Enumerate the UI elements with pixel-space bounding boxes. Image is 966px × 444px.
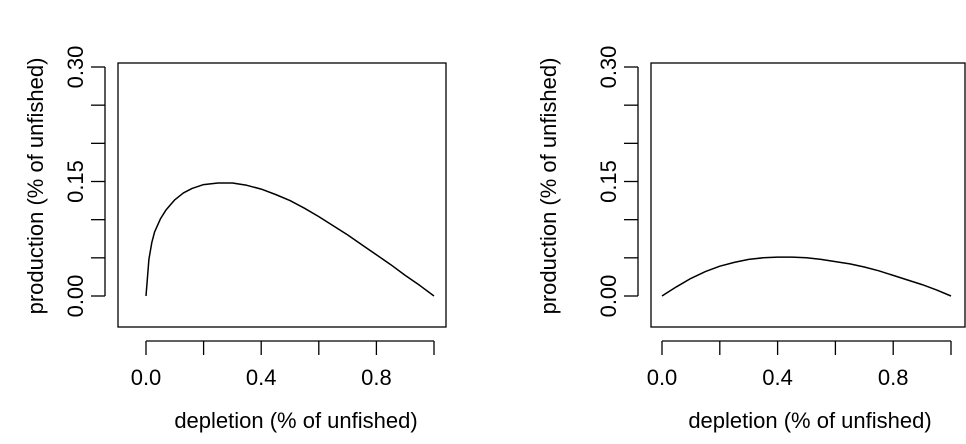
y-tick-label: 0.30 [596, 46, 621, 89]
x-tick-label: 0.0 [647, 365, 678, 390]
x-tick-label: 0.4 [246, 365, 277, 390]
y-tick-label: 0.00 [596, 275, 621, 318]
x-axis-label: depletion (% of unfished) [688, 408, 931, 433]
x-tick-label: 0.8 [878, 365, 909, 390]
y-tick-label: 0.15 [596, 160, 621, 203]
x-tick-label: 0.4 [762, 365, 793, 390]
y-tick-label: 0.30 [63, 46, 88, 89]
x-axis-label: depletion (% of unfished) [174, 408, 417, 433]
plot-frame [650, 62, 966, 328]
plot-frame [117, 62, 447, 328]
y-tick-label: 0.00 [63, 275, 88, 318]
y-axis-label: production (% of unfished) [536, 58, 561, 315]
chart-panel-left: 0.0 0.4 0.8 0.00 0.15 0.30 depletion (% of unf… [23, 46, 447, 433]
x-tick-label: 0.0 [131, 365, 162, 390]
series-line [145, 182, 435, 297]
x-tick-label: 0.8 [361, 365, 392, 390]
chart-panel-right: 0.0 0.4 0.8 0.00 0.15 0.30 depletion (% of unf… [536, 46, 966, 433]
y-tick-label: 0.15 [63, 160, 88, 203]
series-line [661, 256, 952, 297]
y-axis-label: production (% of unfished) [23, 58, 48, 315]
